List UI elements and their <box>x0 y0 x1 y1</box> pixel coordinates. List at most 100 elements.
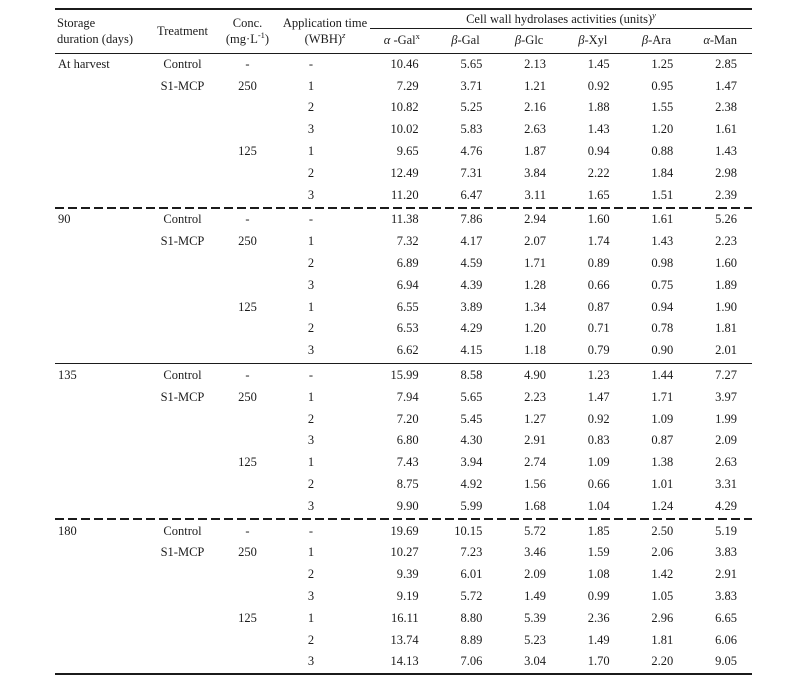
table-row: 3 6.80 4.30 2.91 0.83 0.87 2.09 <box>55 430 752 452</box>
cell-treatment <box>150 253 215 275</box>
cell-application-time: - <box>308 212 314 227</box>
cell-a-gal: 11.38 <box>390 212 419 227</box>
cell-duration <box>55 474 150 496</box>
cell-concentration <box>215 586 280 608</box>
cell-application-time: - <box>308 56 314 71</box>
group-separator <box>55 362 752 365</box>
cell-b-xyl: 0.79 <box>587 343 610 358</box>
header-storage-duration: Storage duration (days) <box>55 9 150 54</box>
cell-application-time: 3 <box>307 654 315 669</box>
cell-b-ara: 0.75 <box>651 277 674 292</box>
cell-concentration: 125 <box>238 144 257 159</box>
cell-a-man: 1.90 <box>715 299 737 314</box>
cell-b-glc: 3.84 <box>524 165 546 180</box>
cell-treatment <box>150 141 215 163</box>
cell-a-man: 2.85 <box>715 56 737 71</box>
cell-b-ara: 0.87 <box>651 433 674 448</box>
cell-b-xyl: 0.89 <box>587 256 610 271</box>
cell-b-gal: 8.58 <box>460 368 483 383</box>
cell-b-xyl: 0.87 <box>587 299 610 314</box>
cell-a-gal: 6.53 <box>396 321 419 336</box>
enzyme-footnote-superscript: x <box>415 31 420 42</box>
cell-a-gal: 6.89 <box>396 256 419 271</box>
cell-b-ara: 1.43 <box>651 234 674 249</box>
cell-treatment: Control <box>163 56 202 71</box>
cell-b-gal: 5.45 <box>460 411 483 426</box>
cell-concentration <box>215 275 280 297</box>
header-enzyme-beta-ara: β-Ara <box>624 28 689 54</box>
cell-b-glc: 3.04 <box>524 654 546 669</box>
header-storage-line2: duration (days) <box>57 32 134 47</box>
cell-treatment <box>150 608 215 630</box>
cell-concentration: - <box>245 368 250 383</box>
cell-treatment <box>150 119 215 141</box>
cell-application-time: 1 <box>307 234 315 249</box>
group-separator <box>55 518 752 521</box>
cell-a-man: 2.38 <box>715 100 737 115</box>
cell-a-gal: 9.19 <box>396 589 419 603</box>
cell-b-xyl: 1.74 <box>587 234 610 249</box>
cell-concentration: 125 <box>238 455 257 470</box>
cell-application-time: 1 <box>307 144 315 159</box>
table-row: 2 13.74 8.89 5.23 1.49 1.81 6.06 <box>55 630 752 652</box>
table-row: 90 Control - - 11.38 7.86 2.94 1.60 1.61 5.26 <box>55 209 752 231</box>
cell-treatment <box>150 452 215 474</box>
group-separator-row <box>55 206 752 209</box>
cell-b-glc: 2.91 <box>524 433 546 448</box>
cell-b-gal: 10.15 <box>454 523 483 538</box>
cell-b-gal: 4.30 <box>460 433 483 448</box>
cell-b-gal: 3.89 <box>460 299 483 314</box>
separator-line-dashed <box>55 206 752 209</box>
cell-a-man: 9.05 <box>715 654 737 669</box>
cell-application-time: 3 <box>307 122 315 137</box>
cell-b-ara: 1.84 <box>651 165 674 180</box>
cell-treatment: Control <box>163 212 202 227</box>
cell-a-man: 2.01 <box>715 343 737 358</box>
cell-treatment <box>150 474 215 496</box>
header-enzyme-beta-xyl: β-Xyl <box>560 28 625 54</box>
cell-b-glc: 1.71 <box>524 256 546 271</box>
cell-b-xyl: 2.22 <box>587 165 610 180</box>
cell-application-time: 2 <box>307 165 315 180</box>
cell-b-ara: 1.61 <box>651 212 674 227</box>
cell-b-xyl: 1.85 <box>587 523 610 538</box>
table-body: At harvest Control - - 10.46 5.65 2.13 1.45 1.25… <box>55 53 752 674</box>
cell-treatment <box>150 318 215 340</box>
cell-a-man: 2.91 <box>715 567 737 582</box>
cell-concentration: 250 <box>238 389 257 404</box>
cell-a-gal: 6.94 <box>396 277 419 292</box>
cell-b-ara: 1.38 <box>651 455 674 470</box>
table-row: S1-MCP 250 1 7.32 4.17 2.07 1.74 1.43 2.23 <box>55 231 752 253</box>
cell-a-man: 6.06 <box>715 632 737 647</box>
cell-b-gal: 3.94 <box>460 455 483 470</box>
cell-application-time: 1 <box>307 545 315 560</box>
cell-application-time: 1 <box>307 299 315 314</box>
header-apptime-line2: (WBH)z <box>304 30 346 47</box>
cell-b-xyl: 1.60 <box>587 212 610 227</box>
header-concentration: Conc. (mg·L-1) <box>215 9 280 54</box>
cell-duration <box>55 163 150 185</box>
cell-b-xyl: 1.45 <box>587 56 610 71</box>
cell-a-man: 3.31 <box>715 477 737 492</box>
cell-concentration <box>215 409 280 431</box>
cell-b-ara: 2.20 <box>651 654 674 669</box>
cell-concentration <box>215 253 280 275</box>
cell-b-glc: 1.56 <box>524 477 546 492</box>
cell-b-xyl: 2.36 <box>587 610 610 625</box>
header-activities-span: Cell wall hydrolases activities (units)y <box>370 9 752 29</box>
header-application-time: Application time (WBH)z <box>280 9 370 54</box>
cell-concentration <box>215 119 280 141</box>
cell-b-gal: 3.71 <box>460 78 483 93</box>
table-row: At harvest Control - - 10.46 5.65 2.13 1.45 1.25… <box>55 53 752 75</box>
cell-b-xyl: 1.70 <box>587 654 610 669</box>
cell-b-ara: 2.06 <box>651 545 674 560</box>
cell-a-gal: 7.94 <box>396 389 419 404</box>
cell-treatment <box>150 430 215 452</box>
cell-concentration <box>215 163 280 185</box>
cell-a-gal: 19.69 <box>390 523 419 538</box>
cell-application-time: - <box>308 368 314 383</box>
cell-application-time: 3 <box>307 589 315 603</box>
header-treatment: Treatment <box>150 9 215 54</box>
cell-treatment: Control <box>163 368 202 383</box>
cell-concentration: 125 <box>238 299 257 314</box>
